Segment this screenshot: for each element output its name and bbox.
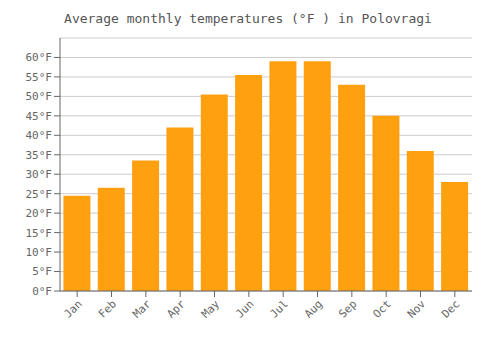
svg-text:55°F: 55°F bbox=[26, 71, 53, 84]
svg-text:Oct: Oct bbox=[371, 297, 394, 320]
svg-text:May: May bbox=[199, 297, 223, 321]
html-text:Average monthly temperatures (: Average monthly temperatures (°F ) in Po… bbox=[64, 11, 432, 26]
svg-text:Mar: Mar bbox=[130, 297, 154, 321]
svg-text:Feb: Feb bbox=[96, 297, 119, 320]
svg-text:Jun: Jun bbox=[233, 297, 256, 320]
svg-text:30°F: 30°F bbox=[26, 168, 53, 181]
svg-text:10°F: 10°F bbox=[26, 246, 53, 259]
svg-text:35°F: 35°F bbox=[26, 149, 53, 162]
svg-text:15°F: 15°F bbox=[26, 227, 53, 240]
svg-text:45°F: 45°F bbox=[26, 110, 53, 123]
svg-text:Apr: Apr bbox=[165, 297, 189, 321]
svg-text:Dec: Dec bbox=[439, 297, 462, 320]
svg-text:25°F: 25°F bbox=[26, 188, 53, 201]
svg-text:Nov: Nov bbox=[405, 297, 429, 321]
svg-text:0°F: 0°F bbox=[32, 285, 52, 298]
svg-text:20°F: 20°F bbox=[26, 207, 53, 220]
svg-text:5°F: 5°F bbox=[32, 265, 52, 278]
svg-text:Jan: Jan bbox=[62, 297, 85, 320]
svg-text:40°F: 40°F bbox=[26, 129, 53, 142]
svg-text:60°F: 60°F bbox=[26, 51, 53, 64]
svg-text:50°F: 50°F bbox=[26, 90, 53, 103]
svg-text:Aug: Aug bbox=[302, 297, 325, 320]
svg-text:Sep: Sep bbox=[336, 297, 359, 320]
svg-text:Jul: Jul bbox=[268, 297, 291, 320]
